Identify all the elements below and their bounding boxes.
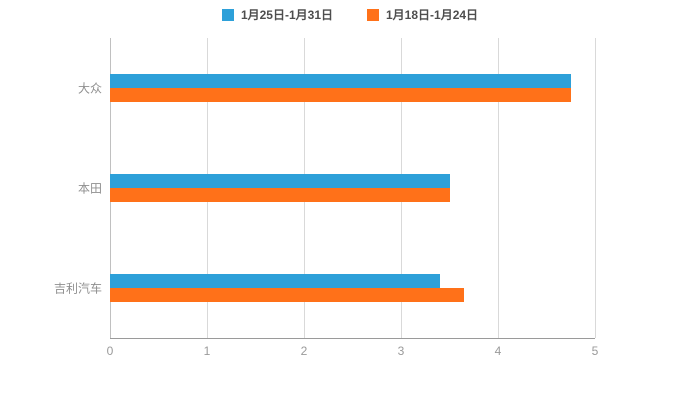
plot-area xyxy=(110,38,596,339)
x-axis-tick-0: 0 xyxy=(106,344,114,358)
x-axis-tick-1: 1 xyxy=(203,344,211,358)
x-axis-tick-3: 3 xyxy=(397,344,405,358)
y-axis-label-0: 大众 xyxy=(77,81,102,96)
legend-item-0[interactable]: 1月25日-1月31日 xyxy=(221,6,333,23)
legend-item-1[interactable]: 1月18日-1月24日 xyxy=(367,6,478,23)
bar-本田-series-1[interactable] xyxy=(110,188,450,202)
x-axis-tick-2: 2 xyxy=(300,344,308,358)
legend-label: 1月18日-1月24日 xyxy=(386,8,479,22)
bar-吉利汽车-series-1[interactable] xyxy=(110,288,465,302)
bar-大众-series-0[interactable] xyxy=(110,74,571,88)
bar-吉利汽车-series-0[interactable] xyxy=(110,274,440,288)
legend-label: 1月25日-1月31日 xyxy=(240,8,333,22)
y-axis-label-2: 吉利汽车 xyxy=(53,281,102,296)
x-axis-tick-5: 5 xyxy=(591,344,599,358)
y-axis-label-1: 本田 xyxy=(77,181,102,196)
legend: 1月25日-1月31日 1月18日-1月24日 xyxy=(0,6,700,23)
bar-本田-series-0[interactable] xyxy=(110,174,450,188)
legend-swatch-icon xyxy=(367,8,379,21)
bar-大众-series-1[interactable] xyxy=(110,88,571,102)
gridline-4 xyxy=(498,38,499,338)
gridline-5 xyxy=(595,38,596,338)
x-axis-tick-4: 4 xyxy=(494,344,502,358)
legend-swatch-icon xyxy=(221,8,234,21)
